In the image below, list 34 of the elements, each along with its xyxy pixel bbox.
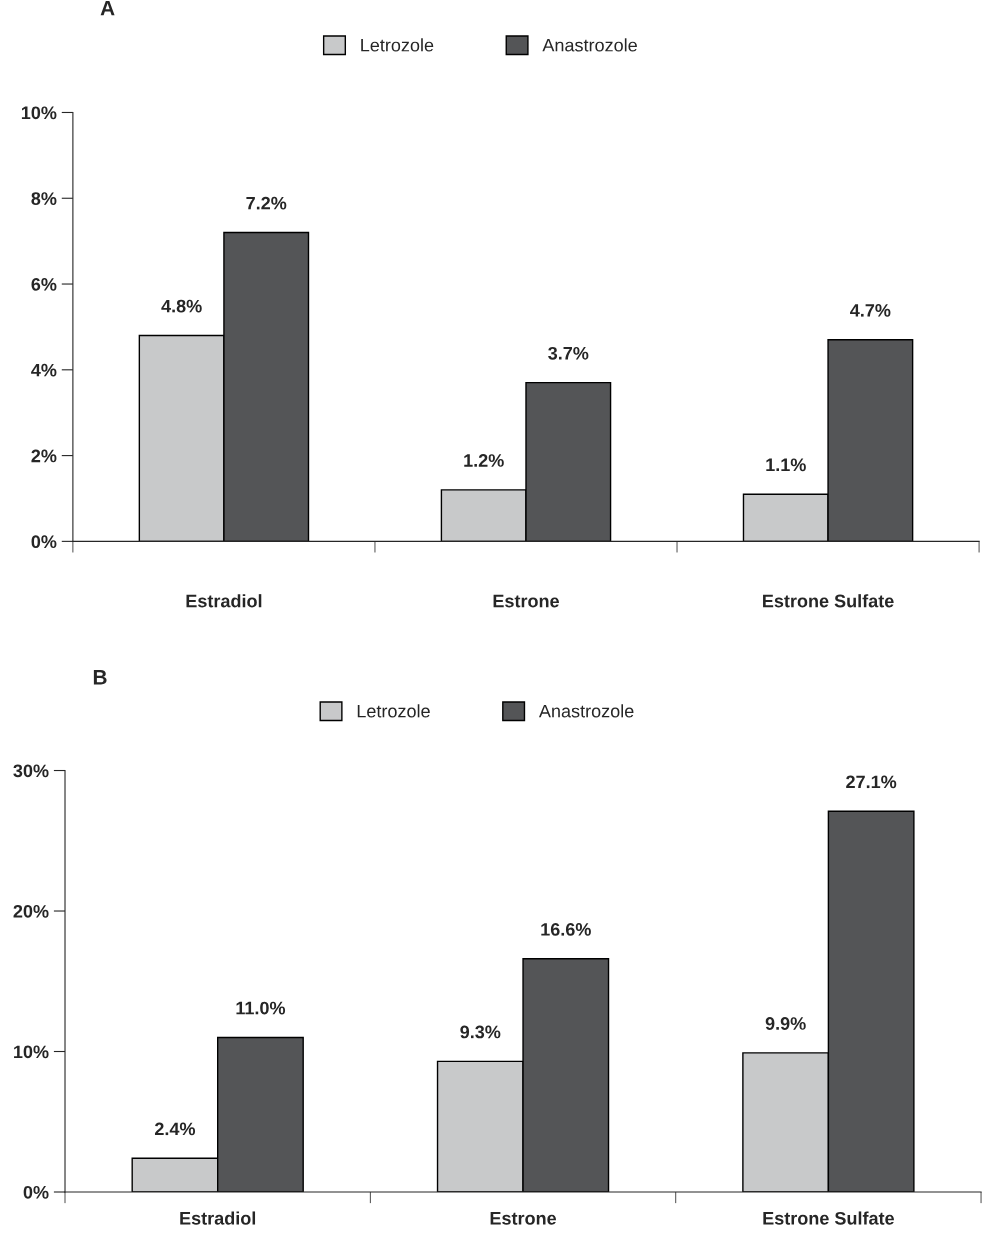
data-label: 16.6% — [541, 922, 591, 936]
data-label: 9.9% — [765, 1017, 806, 1030]
data-label: 4.8% — [161, 299, 202, 313]
chart-title: A — [100, 0, 115, 16]
data-label: 27.1% — [846, 775, 897, 789]
data-label: 7.2% — [246, 196, 287, 210]
data-label: 11.0% — [236, 1001, 286, 1015]
chart-title: B — [93, 670, 107, 685]
x-tick-label: Estrone — [490, 1212, 557, 1225]
x-tick-label: Estradiol — [180, 1211, 256, 1225]
y-tick-label: 10% — [21, 106, 57, 120]
x-tick-label: Estrone Sulfate — [763, 1211, 894, 1225]
y-tick-label: 0% — [31, 535, 57, 549]
y-tick-label: 2% — [31, 449, 57, 463]
y-tick-label: 0% — [23, 1185, 49, 1199]
data-label: 3.7% — [548, 346, 589, 360]
x-tick-label: Estrone Sulfate — [763, 594, 894, 608]
x-tick-label: Estrone — [493, 594, 559, 608]
data-label: 4.7% — [850, 304, 891, 317]
y-tick-label: 4% — [31, 363, 57, 377]
legend-label: Anastrozole — [538, 704, 634, 718]
data-label: 9.3% — [460, 1025, 501, 1039]
data-label: 1.2% — [464, 454, 504, 467]
y-tick-label: 6% — [31, 277, 57, 291]
legend-label: Letrozole — [357, 704, 430, 718]
y-tick-label: 20% — [13, 904, 49, 918]
data-label: 1.1% — [766, 458, 806, 472]
x-tick-label: Estradiol — [186, 594, 262, 608]
y-tick-label: 30% — [13, 764, 49, 778]
legend-label: Anastrozole — [542, 38, 637, 52]
legend-label: Letrozole — [361, 38, 434, 52]
y-tick-label: 8% — [31, 192, 57, 205]
data-label: 2.4% — [154, 1122, 196, 1136]
y-tick-label: 10% — [14, 1045, 49, 1059]
